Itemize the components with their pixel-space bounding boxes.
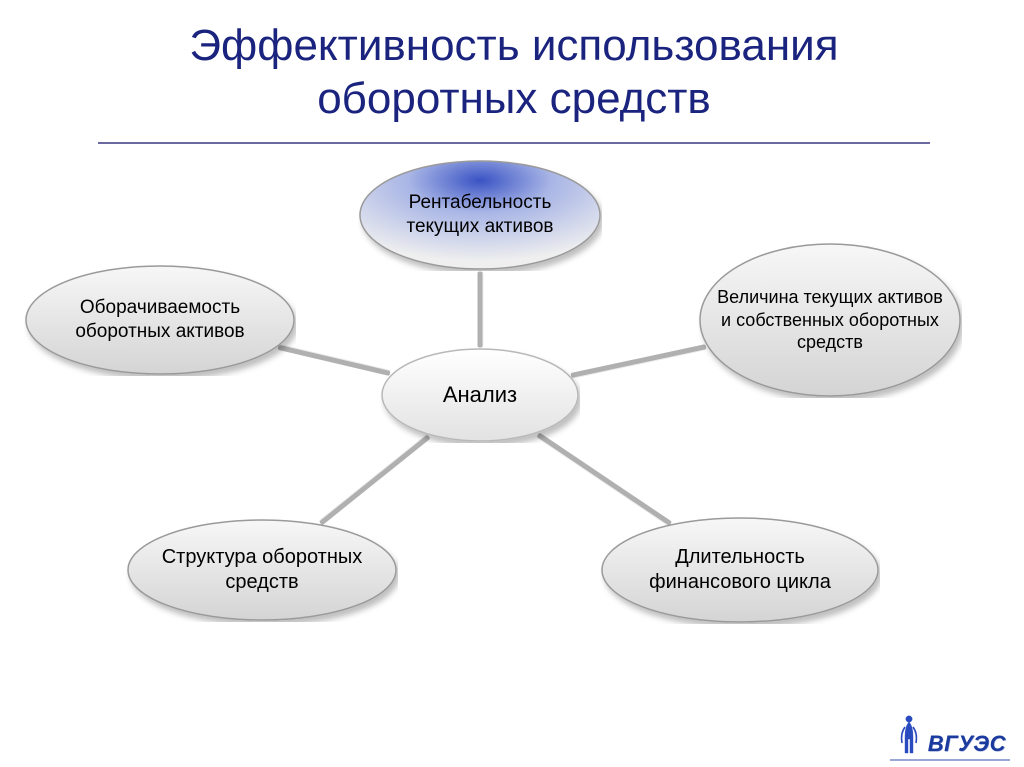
logo-underline [890, 759, 1010, 761]
diagram-edge [537, 432, 672, 525]
diagram-node-left: Оборачиваемость оборотных активов [24, 264, 296, 376]
diagram-node-label: Рентабельность текущих активов [370, 191, 590, 239]
logo-text: ВГУЭС [928, 731, 1006, 757]
diagram-node-label: Величина текущих активов и собственных о… [710, 286, 950, 354]
diagram-node-bottom-left: Структура оборотных средств [126, 518, 398, 622]
slide-title: Эффективность использования оборотных ср… [98, 20, 930, 126]
diagram-edge [571, 344, 707, 378]
slide-title-box: Эффективность использования оборотных ср… [98, 20, 930, 144]
diagram-node-bottom-right: Длительность финансового цикла [600, 516, 880, 624]
diagram-node-label: Длительность финансового цикла [612, 545, 868, 595]
diagram-node-label: Оборачиваемость оборотных активов [36, 296, 284, 344]
diagram-node-label: Структура оборотных средств [138, 545, 386, 595]
diagram-edge [478, 271, 483, 347]
diagram-node-label: Анализ [443, 381, 517, 409]
diagram-node-top: Рентабельность текущих активов [358, 159, 602, 271]
footer-logo: ВГУЭС [896, 713, 1006, 757]
logo-figure-icon [896, 713, 922, 757]
diagram-node-center: Анализ [380, 347, 580, 443]
diagram-edge [319, 434, 430, 525]
diagram-node-right: Величина текущих активов и собственных о… [698, 242, 962, 398]
